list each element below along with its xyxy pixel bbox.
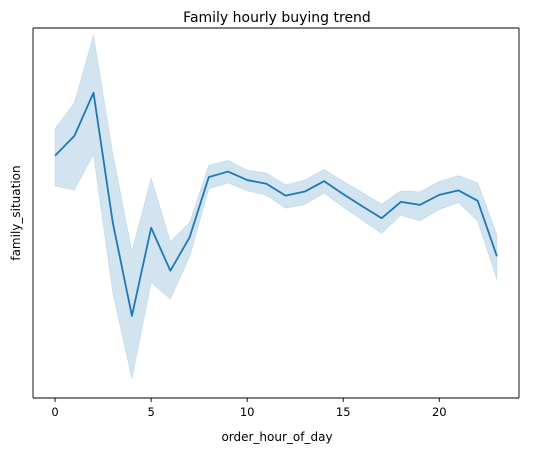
confidence-band-layer [54, 35, 498, 379]
plot-area [33, 28, 519, 398]
series-line-layer [54, 91, 498, 317]
confidence-band [54, 35, 498, 379]
x-tick-label: 10 [240, 405, 255, 419]
x-axis-label: order_hour_of_day [221, 430, 332, 444]
x-tick-label: 0 [51, 405, 58, 419]
axes [32, 27, 520, 399]
x-tick-label: 20 [432, 405, 447, 419]
chart-title: Family hourly buying trend [183, 10, 371, 26]
x-tick-label: 15 [336, 405, 351, 419]
x-tick-label: 5 [147, 405, 154, 419]
y-axis-label: family_situation [9, 165, 23, 260]
x-axis-ticks: 0 5 10 15 20 [51, 398, 447, 419]
series-line [54, 91, 498, 317]
